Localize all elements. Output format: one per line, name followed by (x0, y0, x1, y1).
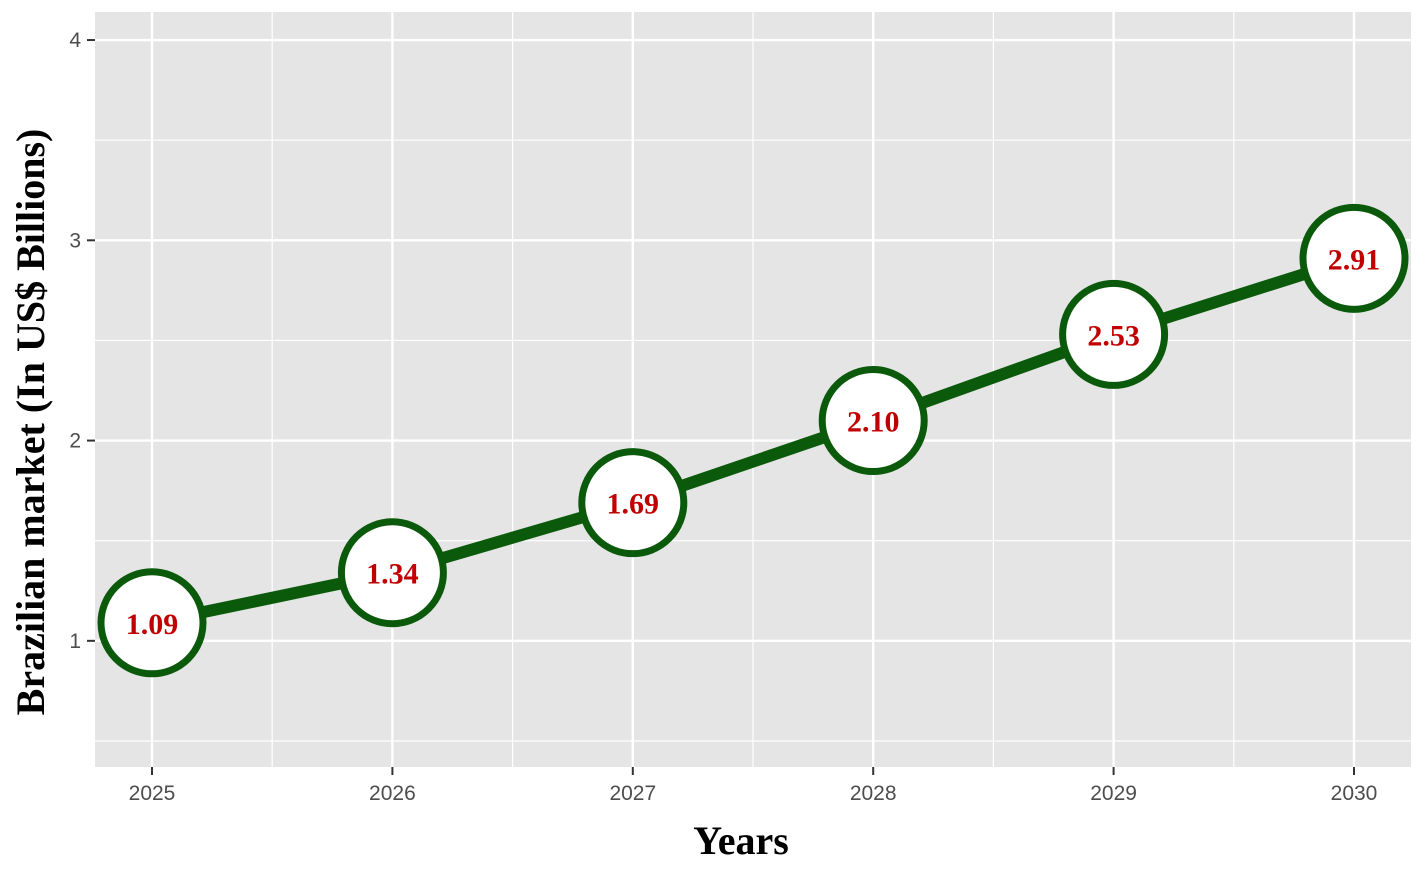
y-tick-label: 4 (69, 29, 81, 52)
data-label: 1.09 (126, 608, 179, 641)
data-point-marker (818, 366, 928, 476)
data-label: 2.10 (847, 406, 900, 439)
x-tick-label: 2029 (1090, 782, 1137, 805)
x-tick-label: 2025 (129, 782, 176, 805)
x-tick-label: 2030 (1331, 782, 1378, 805)
data-point-marker (578, 448, 688, 558)
x-tick-label: 2027 (609, 782, 656, 805)
data-label: 2.53 (1087, 319, 1140, 352)
data-point-marker (1299, 203, 1409, 313)
major-grid (95, 12, 1411, 767)
x-tick-label: 2028 (850, 782, 897, 805)
x-axis-title: Years (693, 818, 789, 863)
data-points: 1.09 1.34 1.69 2.10 2.53 2.91 (97, 203, 1409, 678)
data-label: 1.34 (366, 558, 419, 591)
y-tick-label: 3 (69, 229, 81, 252)
y-tick-label: 1 (69, 630, 81, 653)
data-label: 1.69 (607, 488, 660, 521)
data-point-marker (1059, 279, 1169, 389)
y-axis-title: Brazilian market (In US$ Billions) (8, 129, 53, 716)
data-point-marker (97, 568, 207, 678)
y-axis: 1 2 3 4 (69, 29, 95, 653)
y-tick-label: 2 (69, 430, 81, 453)
x-tick-label: 2026 (369, 782, 416, 805)
data-label: 2.91 (1328, 243, 1381, 276)
x-axis: 2025 2026 2027 2028 2029 2030 (129, 767, 1378, 805)
data-point-marker (337, 518, 447, 628)
